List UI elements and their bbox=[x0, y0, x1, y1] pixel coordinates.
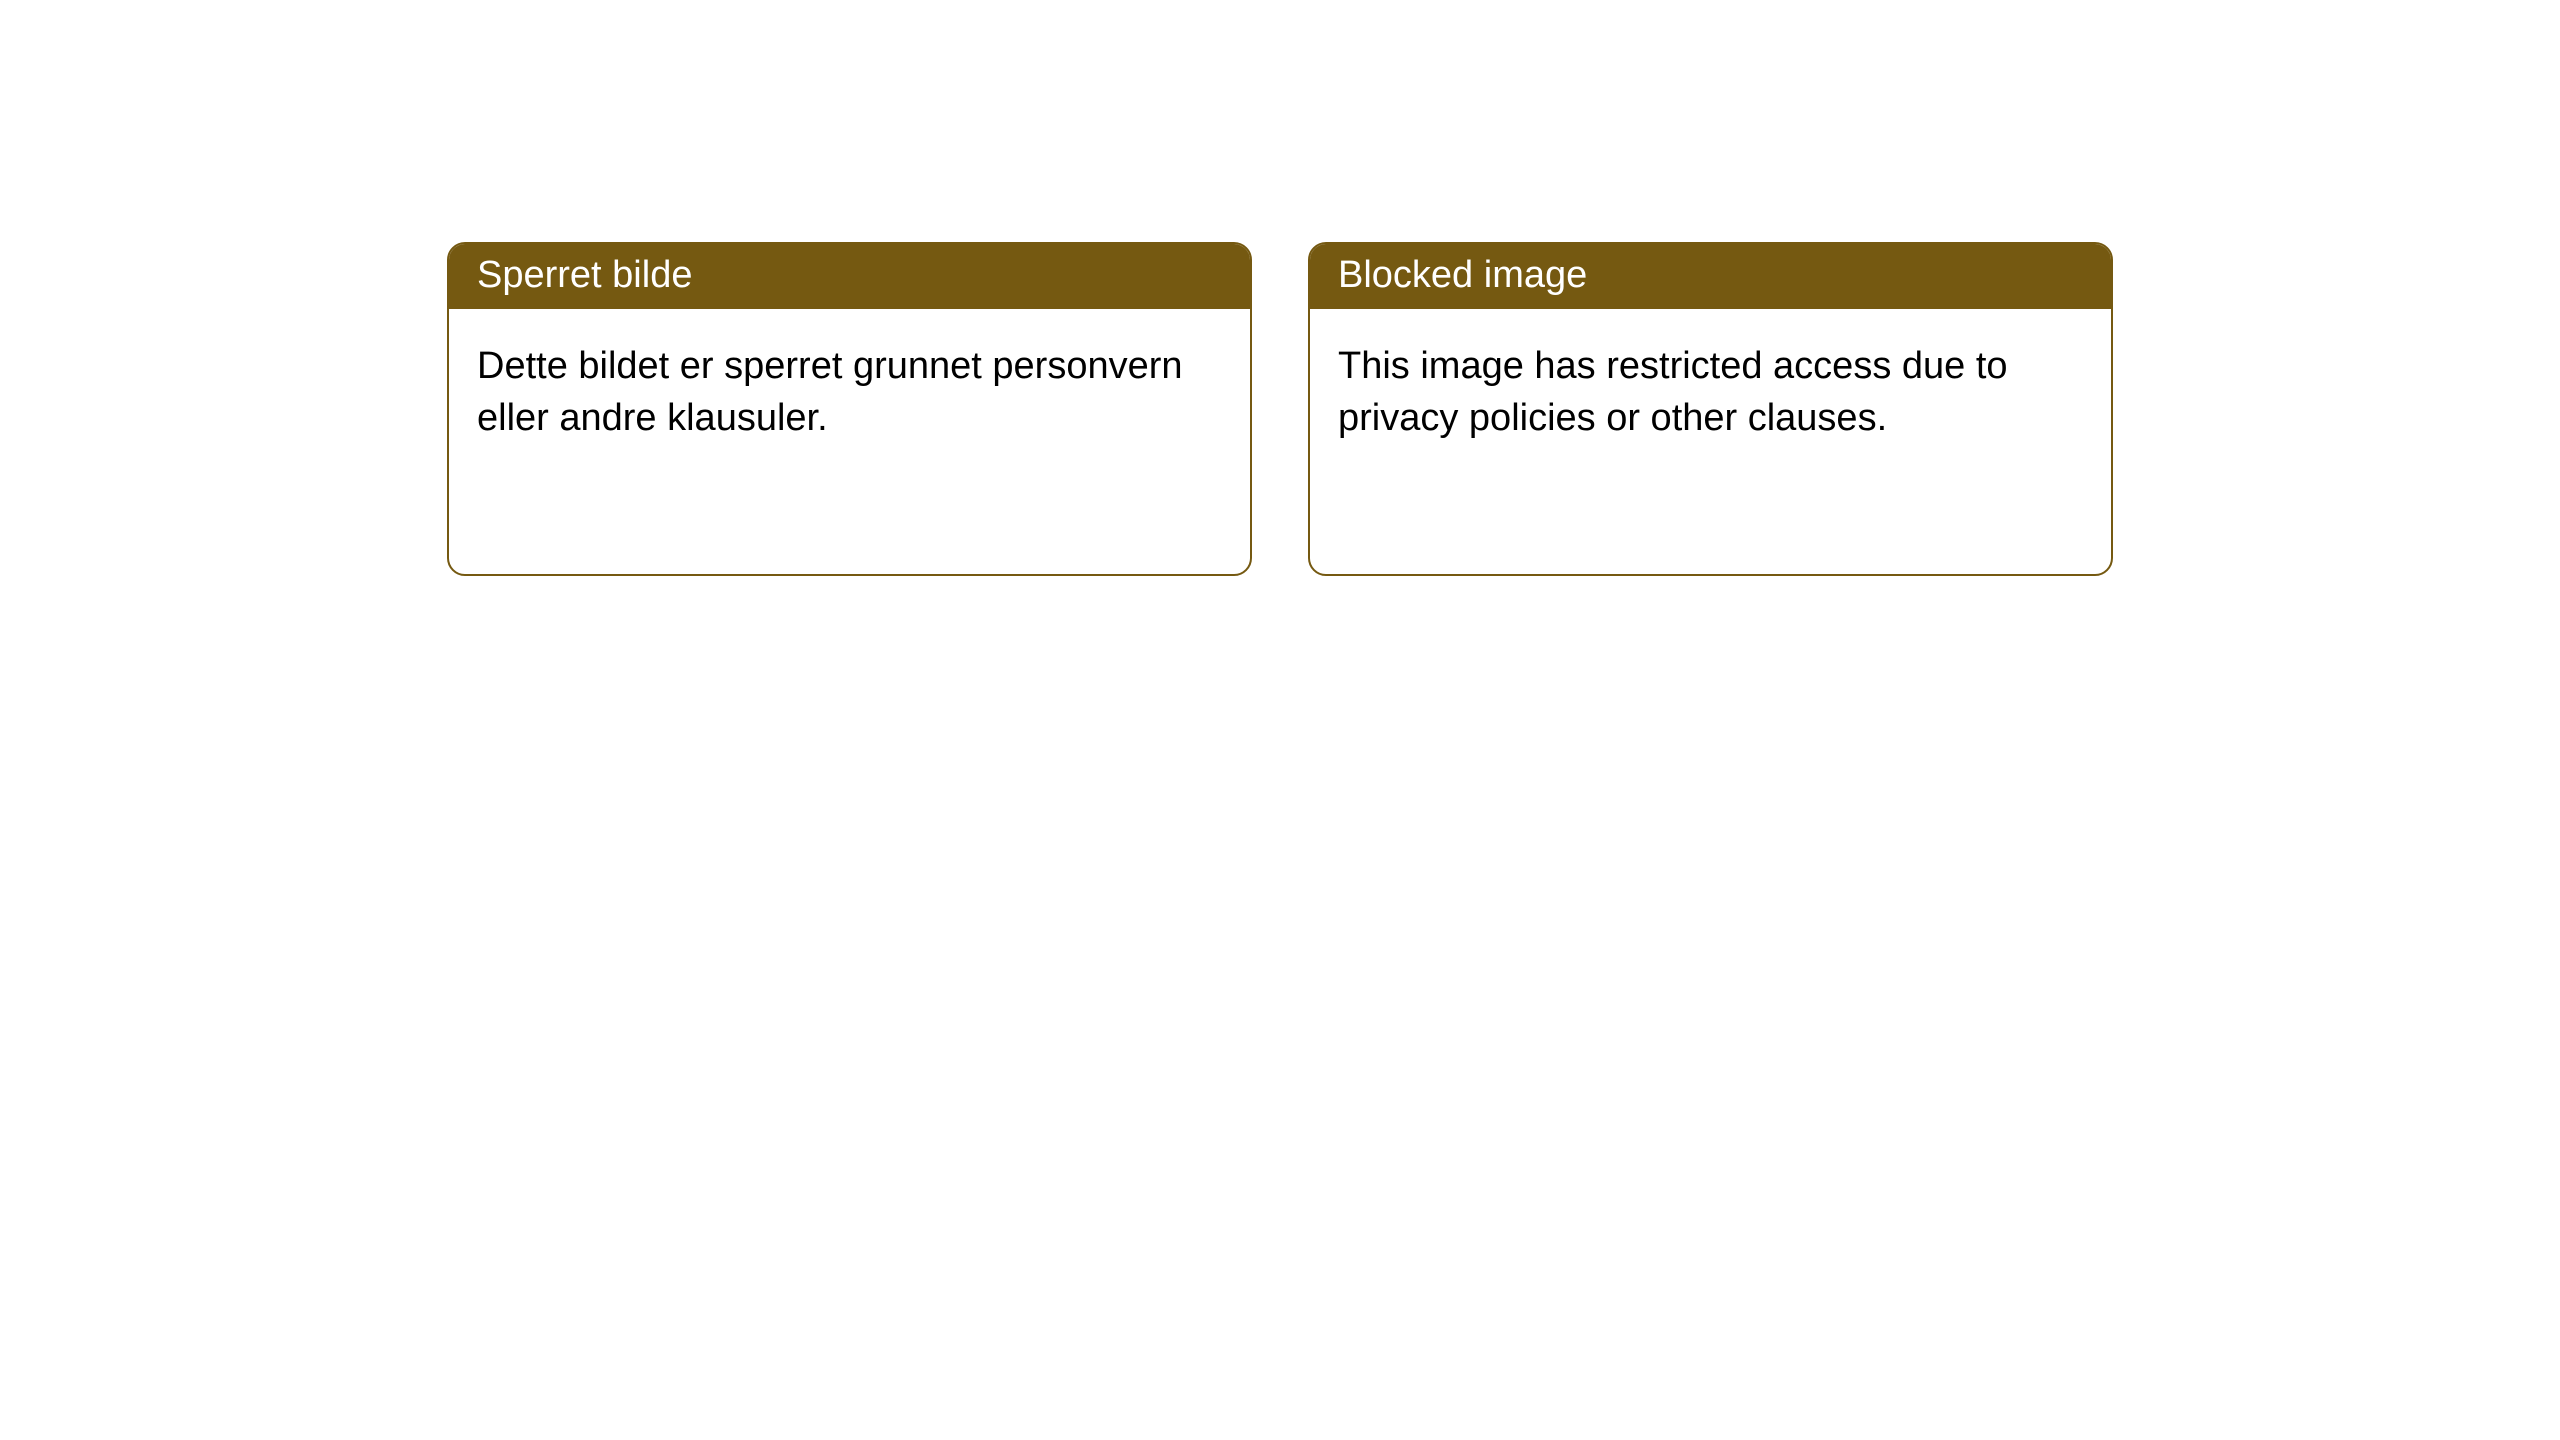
card-body: This image has restricted access due to … bbox=[1310, 309, 2111, 574]
card-body: Dette bildet er sperret grunnet personve… bbox=[449, 309, 1250, 574]
notice-card-norwegian: Sperret bilde Dette bildet er sperret gr… bbox=[447, 242, 1252, 576]
notice-container: Sperret bilde Dette bildet er sperret gr… bbox=[447, 242, 2113, 576]
card-header: Sperret bilde bbox=[449, 244, 1250, 309]
notice-card-english: Blocked image This image has restricted … bbox=[1308, 242, 2113, 576]
card-header: Blocked image bbox=[1310, 244, 2111, 309]
